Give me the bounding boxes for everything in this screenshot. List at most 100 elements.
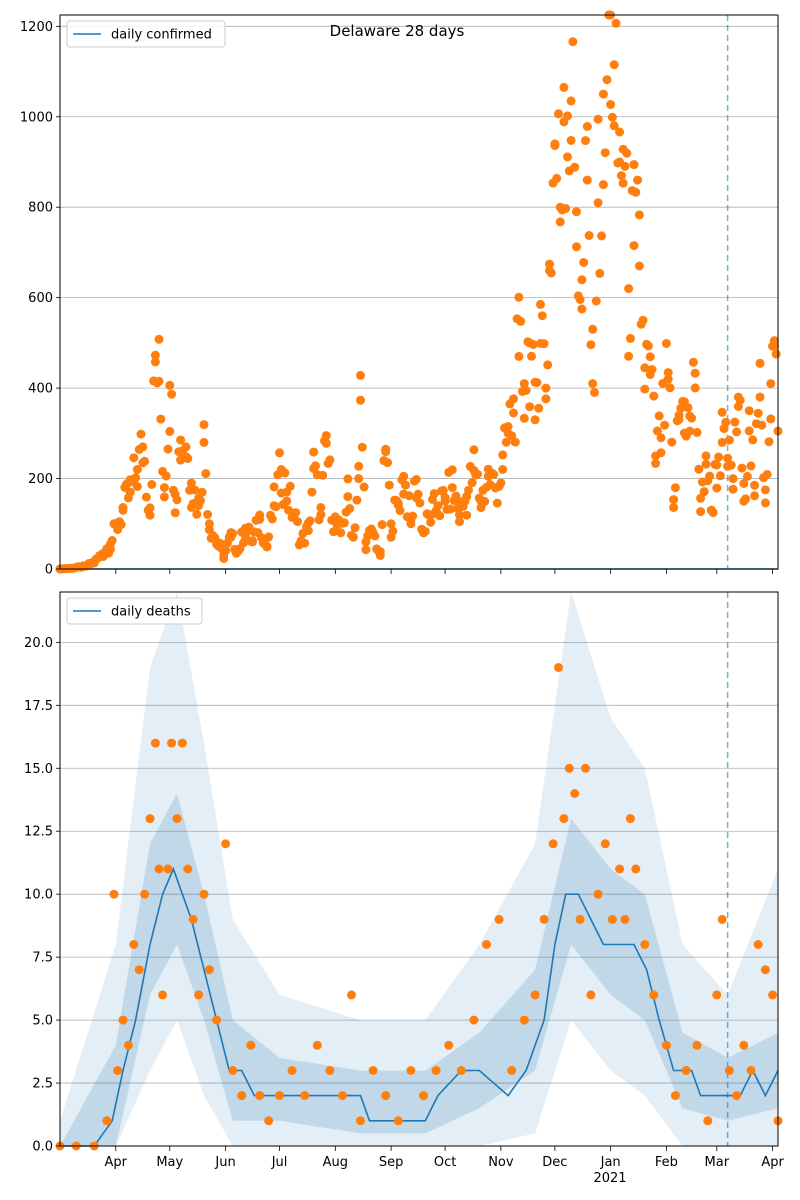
confirmed-point [663, 368, 673, 378]
confirmed-point [194, 501, 204, 511]
confirmed-point [462, 510, 472, 520]
confirmed-point [136, 429, 146, 439]
confirmed-point [451, 491, 461, 501]
deaths-outer-band [60, 592, 778, 1146]
confirmed-point [161, 471, 171, 481]
deaths-point [631, 864, 641, 874]
confirmed-point [343, 492, 353, 502]
confirmed-point [395, 506, 405, 516]
deaths-point [593, 889, 603, 899]
confirmed-point [568, 37, 578, 47]
confirmed-point [615, 157, 625, 167]
confirmed-point [771, 349, 781, 359]
confirmed-point [348, 532, 358, 542]
confirmed-point [766, 379, 776, 389]
confirmed-point [600, 148, 610, 158]
deaths-point [753, 940, 763, 949]
deaths-point [150, 738, 160, 748]
confirmed-point [717, 407, 727, 417]
confirmed-point [163, 444, 173, 454]
confirmed-point [406, 519, 416, 529]
confirmed-point [426, 510, 436, 520]
deaths-point [347, 990, 356, 1000]
confirmed-y-tick-label: 0 [45, 563, 53, 578]
confirmed-point [730, 417, 740, 427]
confirmed-point [498, 465, 508, 474]
deaths-point [519, 1015, 529, 1025]
confirmed-point [519, 379, 529, 389]
deaths-point [102, 1116, 112, 1126]
confirmed-point [674, 410, 684, 420]
deaths-point [625, 814, 635, 824]
confirmed-point [726, 460, 736, 470]
deaths-point [564, 763, 574, 773]
deaths-point [692, 1040, 702, 1050]
confirmed-point [159, 483, 169, 493]
confirmed-point [748, 435, 758, 445]
deaths-markers [55, 663, 783, 1151]
deaths-x-tick-label: Apr [761, 1155, 784, 1170]
confirmed-point [516, 316, 526, 326]
confirmed-point [138, 442, 148, 452]
confirmed-point [321, 438, 331, 448]
deaths-series-line [60, 866, 779, 1147]
deaths-point [615, 864, 625, 874]
confirmed-point [559, 82, 569, 92]
confirmed-point [325, 455, 335, 465]
confirmed-point [694, 464, 704, 474]
deaths-x-tick-label: Jan [600, 1155, 621, 1170]
deaths-y-ticks: 0.0 2.5 5.0 7.5 10.0 12.5 15.0 17.5 20.0 [24, 636, 60, 1155]
confirmed-point [598, 180, 608, 190]
deaths-point [275, 1091, 284, 1101]
deaths-x-tick-label: Mar [705, 1155, 730, 1170]
confirmed-point [361, 537, 371, 547]
confirmed-point [755, 392, 765, 402]
confirmed-point [467, 478, 477, 488]
confirmed-point [545, 259, 554, 269]
confirmed-point [226, 532, 236, 542]
confirmed-y-tick-label: 600 [28, 291, 53, 306]
confirmed-point [447, 465, 457, 475]
confirmed-point [645, 370, 655, 379]
deaths-x-tick-label: Apr [105, 1155, 128, 1170]
confirmed-point [204, 519, 214, 529]
confirmed-point [501, 437, 511, 447]
confirmed-point [429, 489, 439, 499]
deaths-point [559, 814, 569, 824]
deaths-point [237, 1091, 247, 1101]
confirmed-point [199, 437, 209, 447]
deaths-point [581, 763, 590, 773]
confirmed-point [764, 437, 774, 447]
confirmed-point [701, 459, 711, 469]
confirmed-point [669, 503, 679, 512]
confirmed-point [588, 324, 598, 334]
confirmed-point [186, 478, 196, 488]
confirmed-point [68, 563, 78, 573]
confirmed-point [462, 492, 472, 502]
confirmed-point [192, 509, 202, 519]
confirmed-point [739, 496, 749, 506]
confirmed-point [656, 433, 666, 443]
confirmed-point [582, 175, 592, 185]
deaths-legend-label: daily deaths [111, 605, 191, 620]
confirmed-point [760, 498, 770, 508]
confirmed-point [525, 402, 535, 412]
confirmed-point [690, 383, 700, 393]
confirmed-point [170, 489, 180, 499]
deaths-point [212, 1015, 222, 1025]
confirmed-point [401, 480, 410, 490]
confirmed-point [359, 482, 369, 492]
confirmed-point [755, 358, 765, 368]
confirmed-point [404, 491, 414, 501]
confirmed-point [105, 539, 115, 549]
confirmed-point [240, 523, 250, 533]
deaths-y-tick-label: 17.5 [24, 699, 53, 714]
deaths-x-tick-label: Sep [379, 1155, 404, 1170]
confirmed-point [514, 351, 524, 361]
confirmed-point [345, 504, 355, 513]
deaths-point [134, 965, 144, 975]
confirmed-y-ticks: 0 200 400 600 800 1000 1200 [20, 20, 60, 578]
confirmed-y-tick-label: 1000 [20, 110, 53, 125]
deaths-point [760, 965, 770, 975]
